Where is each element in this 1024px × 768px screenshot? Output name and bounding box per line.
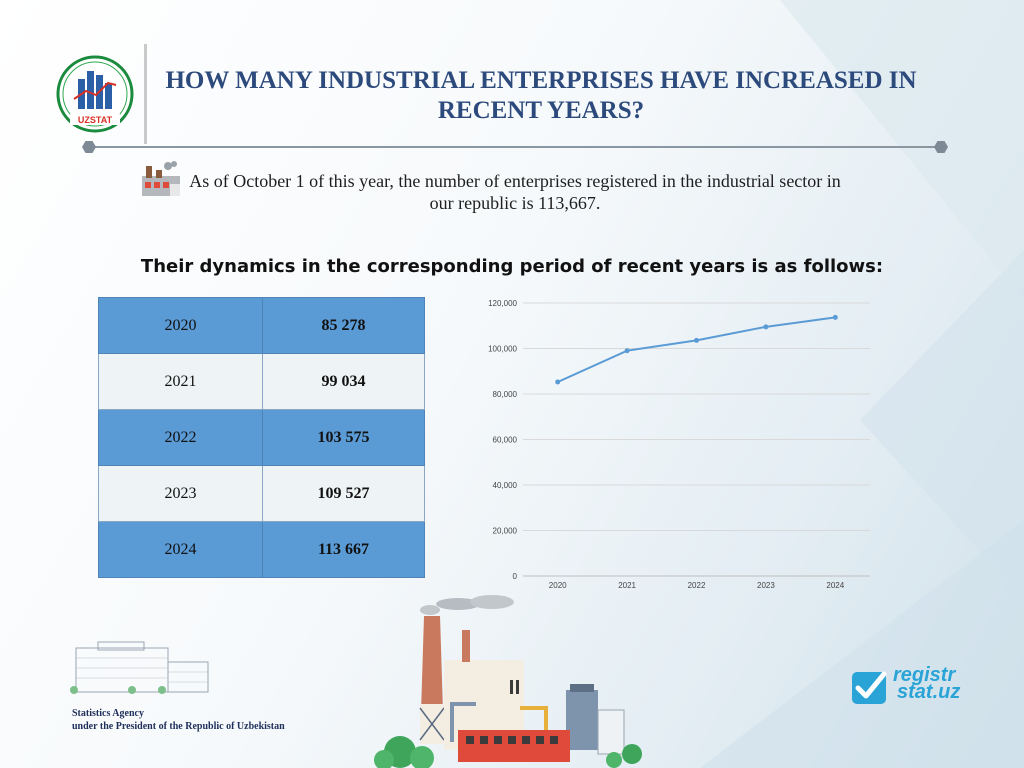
chart-data-point xyxy=(555,379,561,385)
rule-end-right xyxy=(934,141,948,153)
registr-stat-logo xyxy=(852,671,887,704)
chart-x-tick-label: 2023 xyxy=(757,581,775,590)
chart-x-tick-label: 2021 xyxy=(618,581,636,590)
enterprise-table: 2020 85 278 2021 99 034 2022 103 575 202… xyxy=(98,297,425,578)
page-title: HOW MANY INDUSTRIAL ENTERPRISES HAVE INC… xyxy=(165,67,917,124)
table-value-cell: 109 527 xyxy=(262,465,425,522)
brand-line-1: registr xyxy=(893,664,956,686)
table-value-cell: 103 575 xyxy=(262,409,425,466)
chart-series-line xyxy=(557,316,836,383)
agency-line-1: Statistics Agency xyxy=(72,708,144,719)
chart-y-tick-label: 0 xyxy=(513,572,518,581)
table-year-cell: 2022 xyxy=(98,409,263,466)
agency-building-illustration xyxy=(70,641,209,694)
table-value-cell: 99 034 xyxy=(262,353,425,410)
table-row: 2020 85 278 xyxy=(98,297,425,354)
factory-illustration xyxy=(374,595,642,768)
enterprise-line-chart: 0 20,000 40,000 60,000 80,000 100,000 120,000 2… xyxy=(488,299,870,590)
chart-y-tick-label: 40,000 xyxy=(493,481,518,490)
header-divider xyxy=(144,44,147,144)
chart-x-tick-label: 2022 xyxy=(688,581,706,590)
chart-data-point xyxy=(694,337,699,343)
table-row: 2023 109 527 xyxy=(98,465,425,522)
chart-y-tick-label: 120,000 xyxy=(488,299,517,308)
agency-line-2: under the President of the Republic of U… xyxy=(72,721,285,732)
brand-text: registr stat.uz xyxy=(893,664,961,703)
chart-y-tick-label: 100,000 xyxy=(488,345,517,354)
table-year-cell: 2023 xyxy=(98,465,263,522)
section-subtitle: Their dynamics in the corresponding peri… xyxy=(140,256,884,277)
chart-y-tick-label: 80,000 xyxy=(493,390,518,399)
chart-y-tick-label: 20,000 xyxy=(493,527,518,536)
table-row: 2021 99 034 xyxy=(98,353,425,410)
rule-end-left xyxy=(82,141,96,153)
factory-icon xyxy=(142,161,180,196)
header-rule xyxy=(90,146,942,148)
table-year-cell: 2024 xyxy=(98,521,263,578)
brand-line-2: stat.uz xyxy=(897,681,961,703)
table-row: 2022 103 575 xyxy=(98,409,425,466)
chart-y-tick-label: 60,000 xyxy=(493,436,518,445)
chart-data-point xyxy=(624,348,630,354)
uzstat-logo: UZSTAT xyxy=(56,55,134,133)
table-value-cell: 113 667 xyxy=(262,521,425,578)
chart-x-tick-label: 2024 xyxy=(826,581,844,590)
chart-data-point xyxy=(832,314,838,320)
chart-data-point xyxy=(763,324,769,330)
intro-text: As of October 1 of this year, the number… xyxy=(189,171,841,213)
table-year-cell: 2020 xyxy=(98,297,263,354)
agency-name: Statistics Agency under the President of… xyxy=(72,707,285,733)
table-row: 2024 113 667 xyxy=(98,521,425,578)
chart-x-tick-label: 2020 xyxy=(549,581,567,590)
table-value-cell: 85 278 xyxy=(262,297,425,354)
logo-text: UZSTAT xyxy=(78,115,113,125)
table-year-cell: 2021 xyxy=(98,353,263,410)
